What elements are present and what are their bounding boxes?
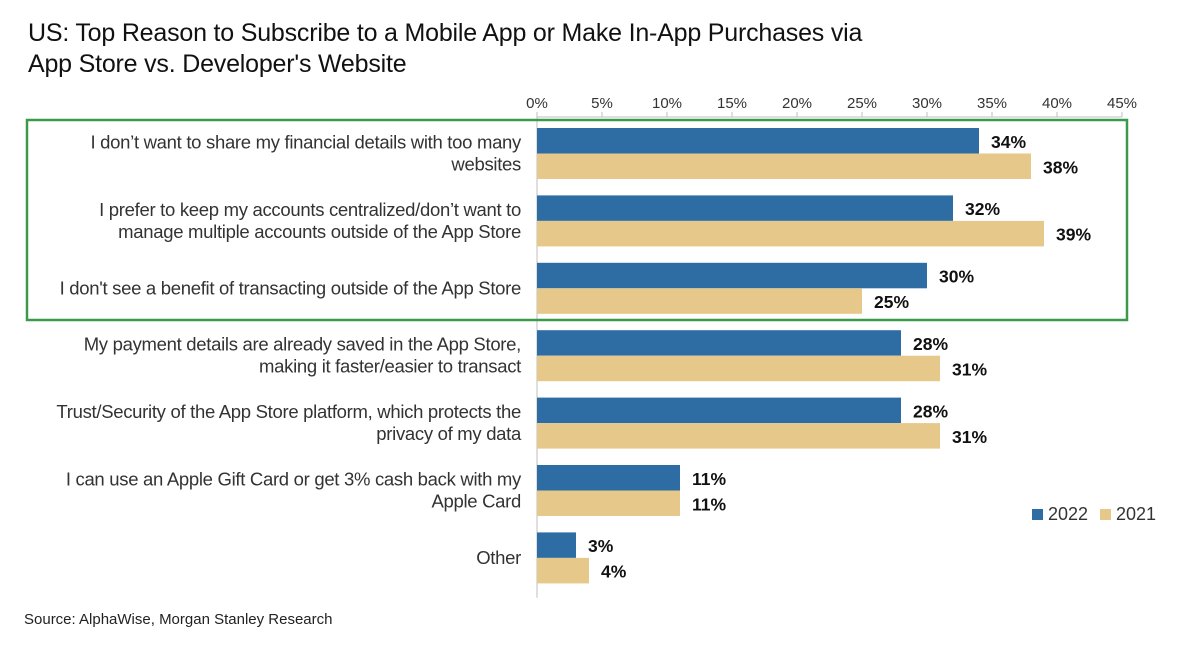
x-tick-label: 45% [1107, 95, 1137, 112]
category-label: making it faster/easier to transact [259, 356, 521, 377]
data-label-2021: 4% [601, 562, 627, 582]
category-label: I don't see a benefit of transacting out… [60, 277, 521, 298]
x-tick-label: 40% [1042, 95, 1072, 112]
chart-title-line-2: App Store vs. Developer's Website [28, 50, 407, 78]
data-label-2022: 3% [588, 536, 614, 556]
data-label-2021: 31% [952, 427, 987, 447]
data-label-2022: 30% [939, 267, 974, 287]
x-tick-label: 10% [652, 95, 682, 112]
legend-label-2022: 2022 [1048, 504, 1088, 524]
bar-2022 [537, 128, 979, 154]
bar-2021 [537, 355, 940, 382]
bar-2022 [537, 465, 680, 491]
category-label: websites [450, 154, 521, 175]
category-label: I can use an Apple Gift Card or get 3% c… [66, 469, 522, 490]
source-note: Source: AlphaWise, Morgan Stanley Resear… [24, 611, 333, 628]
category-label: Apple Card [431, 491, 521, 512]
data-label-2021: 31% [952, 359, 987, 379]
data-label-2022: 11% [692, 469, 726, 489]
bar-2022 [537, 262, 927, 289]
category-label: Other [476, 547, 521, 568]
x-tick-label: 15% [717, 95, 747, 112]
data-label-2022: 28% [913, 401, 948, 421]
legend-swatch-2022 [1032, 509, 1043, 520]
data-label-2022: 32% [965, 199, 1000, 219]
x-tick-label: 35% [977, 95, 1007, 112]
legend-label-2021: 2021 [1116, 504, 1156, 524]
data-label-2021: 11% [692, 494, 726, 514]
bar-2021 [537, 557, 589, 584]
category-label: My payment details are already saved in … [84, 334, 521, 355]
data-label-2021: 38% [1043, 157, 1078, 177]
bar-2021 [537, 423, 940, 449]
bar-2021 [537, 490, 680, 516]
category-label: privacy of my data [376, 423, 522, 444]
highlight-box [25, 118, 1129, 322]
data-label-2022: 28% [913, 334, 948, 354]
x-tick-label: 5% [591, 95, 613, 112]
bar-2022 [537, 532, 576, 558]
legend-swatch-2021 [1100, 509, 1111, 520]
x-tick-label: 30% [912, 95, 942, 112]
bar-2021 [537, 220, 1044, 247]
bar-2022 [537, 195, 953, 221]
data-label-2021: 25% [874, 292, 909, 312]
category-label: manage multiple accounts outside of the … [118, 221, 521, 242]
data-label-2021: 39% [1056, 225, 1091, 245]
bar-2021 [537, 153, 1031, 179]
bar-2022 [537, 397, 901, 424]
x-tick-label: 0% [526, 95, 548, 112]
category-label: Trust/Security of the App Store platform… [56, 401, 521, 422]
x-tick-label: 20% [782, 95, 812, 112]
x-tick-label: 25% [847, 95, 877, 112]
category-label: I prefer to keep my accounts centralized… [99, 199, 521, 220]
category-label: I don’t want to share my financial detai… [90, 132, 522, 153]
bar-2021 [537, 288, 862, 314]
bar-2022 [537, 330, 901, 356]
data-label-2022: 34% [991, 132, 1026, 152]
chart-title-line-1: US: Top Reason to Subscribe to a Mobile … [28, 19, 863, 47]
chart-title: US: Top Reason to Subscribe to a Mobile … [28, 18, 862, 80]
